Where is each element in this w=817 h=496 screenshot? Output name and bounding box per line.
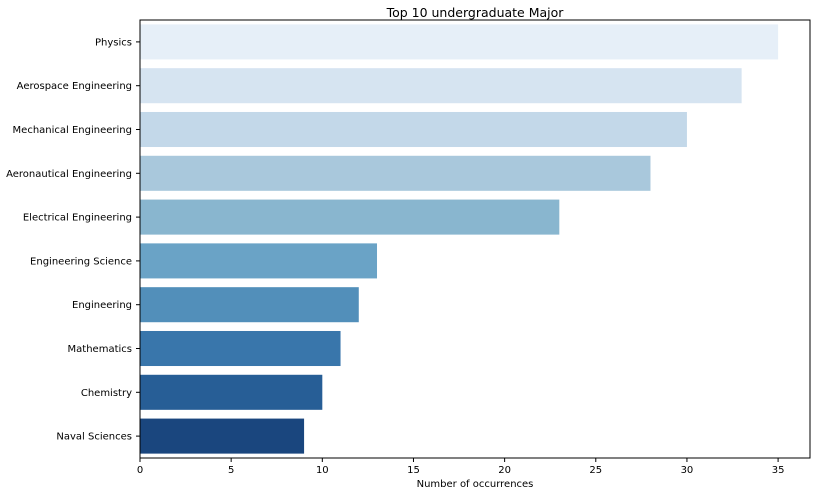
bar-physics [140, 24, 779, 60]
bar-naval-sciences [140, 418, 305, 454]
y-tick-label: Engineering Science [30, 256, 132, 267]
bar-engineering-science [140, 243, 378, 279]
y-tick-label: Naval Sciences [56, 432, 132, 443]
x-tick-label: 15 [407, 465, 420, 476]
bar-electrical-engineering [140, 199, 560, 235]
x-tick-label: 10 [316, 465, 329, 476]
plot-frame [139, 19, 811, 459]
x-axis-label: Number of occurrences [417, 479, 534, 490]
y-tick-label: Mathematics [68, 344, 132, 355]
plot-area [140, 24, 779, 454]
x-tick-label: 35 [772, 465, 785, 476]
y-tick-label: Physics [95, 37, 132, 48]
y-tick-label: Aeronautical Engineering [6, 169, 132, 180]
y-tick-label: Engineering [72, 300, 132, 311]
bar-chemistry [140, 374, 323, 410]
x-tick-label: 30 [681, 465, 694, 476]
y-tick-label: Chemistry [81, 388, 132, 399]
x-tick-label: 20 [498, 465, 511, 476]
bar-aerospace-engineering [140, 68, 742, 104]
ticks: Physics Aerospace Engineering Mechanical E… [6, 37, 784, 476]
bar-mechanical-engineering [140, 111, 687, 148]
y-tick-label: Mechanical Engineering [13, 125, 132, 136]
axes [139, 19, 811, 459]
y-tick-label: Aerospace Engineering [17, 81, 132, 92]
x-tick-label: 25 [589, 465, 602, 476]
bar-mathematics [140, 330, 341, 367]
bar-engineering [140, 287, 359, 323]
x-tick-label: 0 [137, 465, 143, 476]
x-tick-label: 5 [228, 465, 234, 476]
y-tick-label: Electrical Engineering [23, 213, 132, 224]
bar-aeronautical-engineering [140, 155, 651, 191]
chart-title: Top 10 undergraduate Major [386, 5, 565, 20]
